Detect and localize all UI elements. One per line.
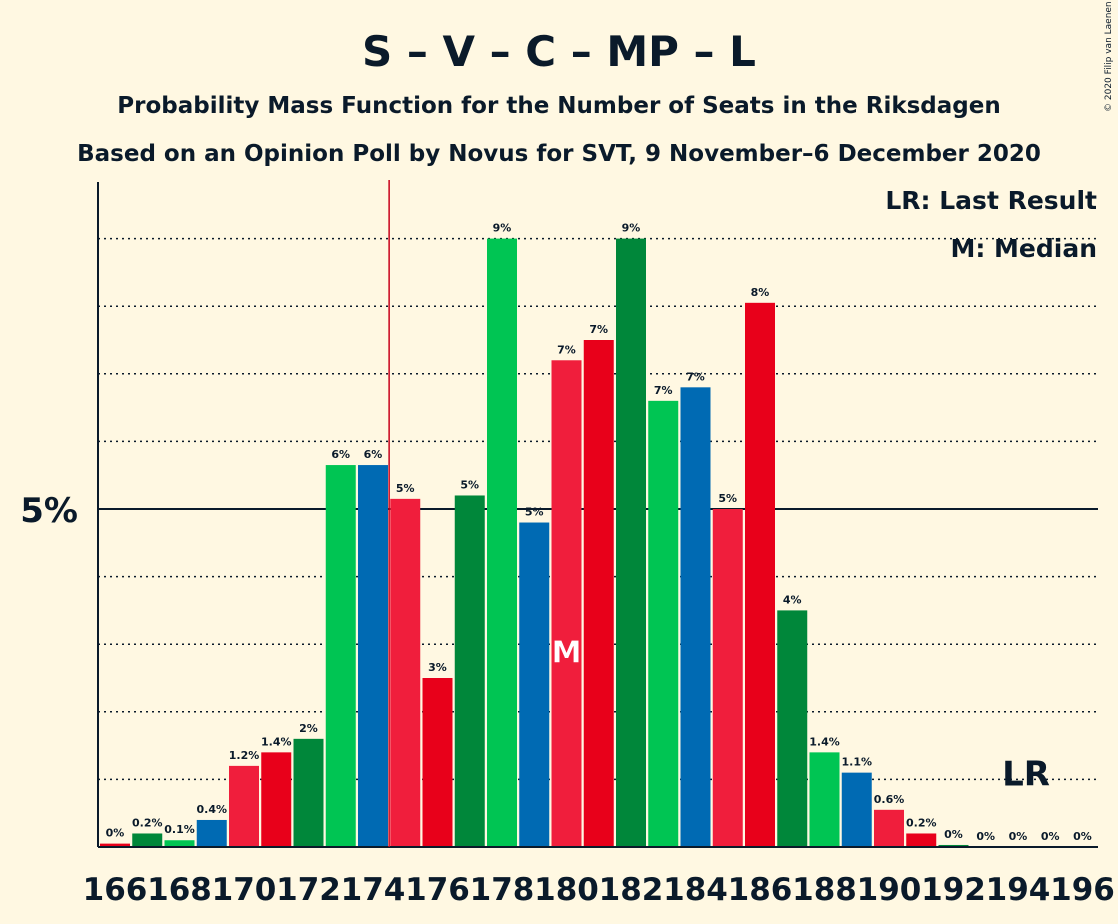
chart-title: S – V – C – MP – L <box>362 27 756 76</box>
data-label-176: 3% <box>428 661 447 674</box>
data-label-167: 0.2% <box>132 816 163 829</box>
x-tick-196: 196 <box>1050 872 1115 908</box>
x-tick-182: 182 <box>599 872 664 908</box>
median-marker: M <box>552 635 582 670</box>
bar-170 <box>229 765 259 847</box>
bar-180 <box>551 360 582 847</box>
bar-171 <box>261 752 292 847</box>
x-tick-190: 190 <box>857 872 922 908</box>
bar-174 <box>358 465 388 847</box>
data-label-171: 1.4% <box>261 735 292 748</box>
x-tick-170: 170 <box>212 872 277 908</box>
bar-184 <box>680 387 711 847</box>
data-label-177: 5% <box>460 478 479 491</box>
chart-subtitle-1: Probability Mass Function for the Number… <box>117 93 1000 119</box>
data-label-188: 1.4% <box>809 735 840 748</box>
bar-179 <box>519 522 550 847</box>
bar-169 <box>196 819 227 847</box>
data-label-181: 7% <box>589 323 608 336</box>
x-tick-174: 174 <box>341 872 406 908</box>
x-tick-184: 184 <box>663 872 728 908</box>
data-labels: 0%0.2%0.1%0.4%1.2%1.4%2%6% 6%5%3%5%9%5%7%… <box>106 222 1092 843</box>
data-label-184: 7% <box>686 370 705 383</box>
bar-172 <box>293 738 324 847</box>
data-label-182: 9% <box>622 222 641 235</box>
x-tick-194: 194 <box>986 872 1051 908</box>
data-label-192: 0% <box>944 828 963 841</box>
data-label-169: 0.4% <box>196 803 227 816</box>
bar-183 <box>648 400 679 847</box>
bar-188 <box>809 752 840 847</box>
data-label-195: 0% <box>1041 830 1060 843</box>
data-label-166: 0% <box>106 827 125 840</box>
legend-last-result: LR: Last Result <box>885 186 1097 215</box>
data-label-196: 0% <box>1073 830 1092 843</box>
legend-median: M: Median <box>950 234 1097 263</box>
bar-182 <box>616 238 646 848</box>
data-label-168: 0.1% <box>164 823 195 836</box>
x-tick-178: 178 <box>470 872 535 908</box>
data-label-194: 0% <box>1009 830 1028 843</box>
data-label-178: 9% <box>493 222 512 235</box>
data-label-172: 2% <box>299 722 318 735</box>
bar-167 <box>132 833 163 847</box>
bars <box>100 238 969 848</box>
x-tick-labels: 166 168 170 172 174 176 178 180 182 184 186 188 190 1… <box>83 872 1115 908</box>
data-label-191: 0.2% <box>906 816 937 829</box>
x-tick-168: 168 <box>147 872 212 908</box>
x-tick-166: 166 <box>83 872 148 908</box>
x-tick-186: 186 <box>728 872 793 908</box>
bar-175 <box>390 498 421 847</box>
data-label-180: 7% <box>557 343 576 356</box>
data-label-187: 4% <box>783 593 802 606</box>
bar-190 <box>874 809 904 847</box>
data-label-179: 5% <box>525 506 544 519</box>
data-label-170: 1.2% <box>229 749 260 762</box>
copyright-note: © 2020 Filip van Laenen <box>1104 1 1114 112</box>
last-result-marker: LR <box>1002 754 1050 794</box>
data-label-175: 5% <box>396 482 415 495</box>
data-label-190: 0.6% <box>874 793 905 806</box>
x-tick-192: 192 <box>921 872 986 908</box>
bar-192 <box>938 844 969 847</box>
bar-166 <box>100 843 130 847</box>
bar-176 <box>422 678 453 847</box>
data-label-183: 7% <box>654 384 673 397</box>
bar-185 <box>712 509 743 847</box>
data-label-173: 6% <box>331 448 350 461</box>
x-tick-176: 176 <box>405 872 470 908</box>
data-label-189: 1.1% <box>841 756 872 769</box>
bar-187 <box>777 610 808 847</box>
x-tick-172: 172 <box>276 872 341 908</box>
bar-191 <box>906 833 937 847</box>
data-label-193: 0% <box>976 830 995 843</box>
bar-177 <box>454 495 485 847</box>
bar-186 <box>745 302 775 847</box>
chart-subtitle-2: Based on an Opinion Poll by Novus for SV… <box>77 141 1041 167</box>
bar-181 <box>583 340 614 847</box>
bar-173 <box>325 465 356 847</box>
bar-189 <box>841 772 872 847</box>
bar-178 <box>487 238 517 848</box>
x-tick-188: 188 <box>792 872 857 908</box>
data-label-174: 6% <box>364 448 383 461</box>
y-tick-label-5pct: 5% <box>20 491 78 531</box>
data-label-186: 8% <box>751 286 770 299</box>
bar-168 <box>164 840 195 847</box>
data-label-185: 5% <box>718 492 737 505</box>
x-tick-180: 180 <box>534 872 599 908</box>
